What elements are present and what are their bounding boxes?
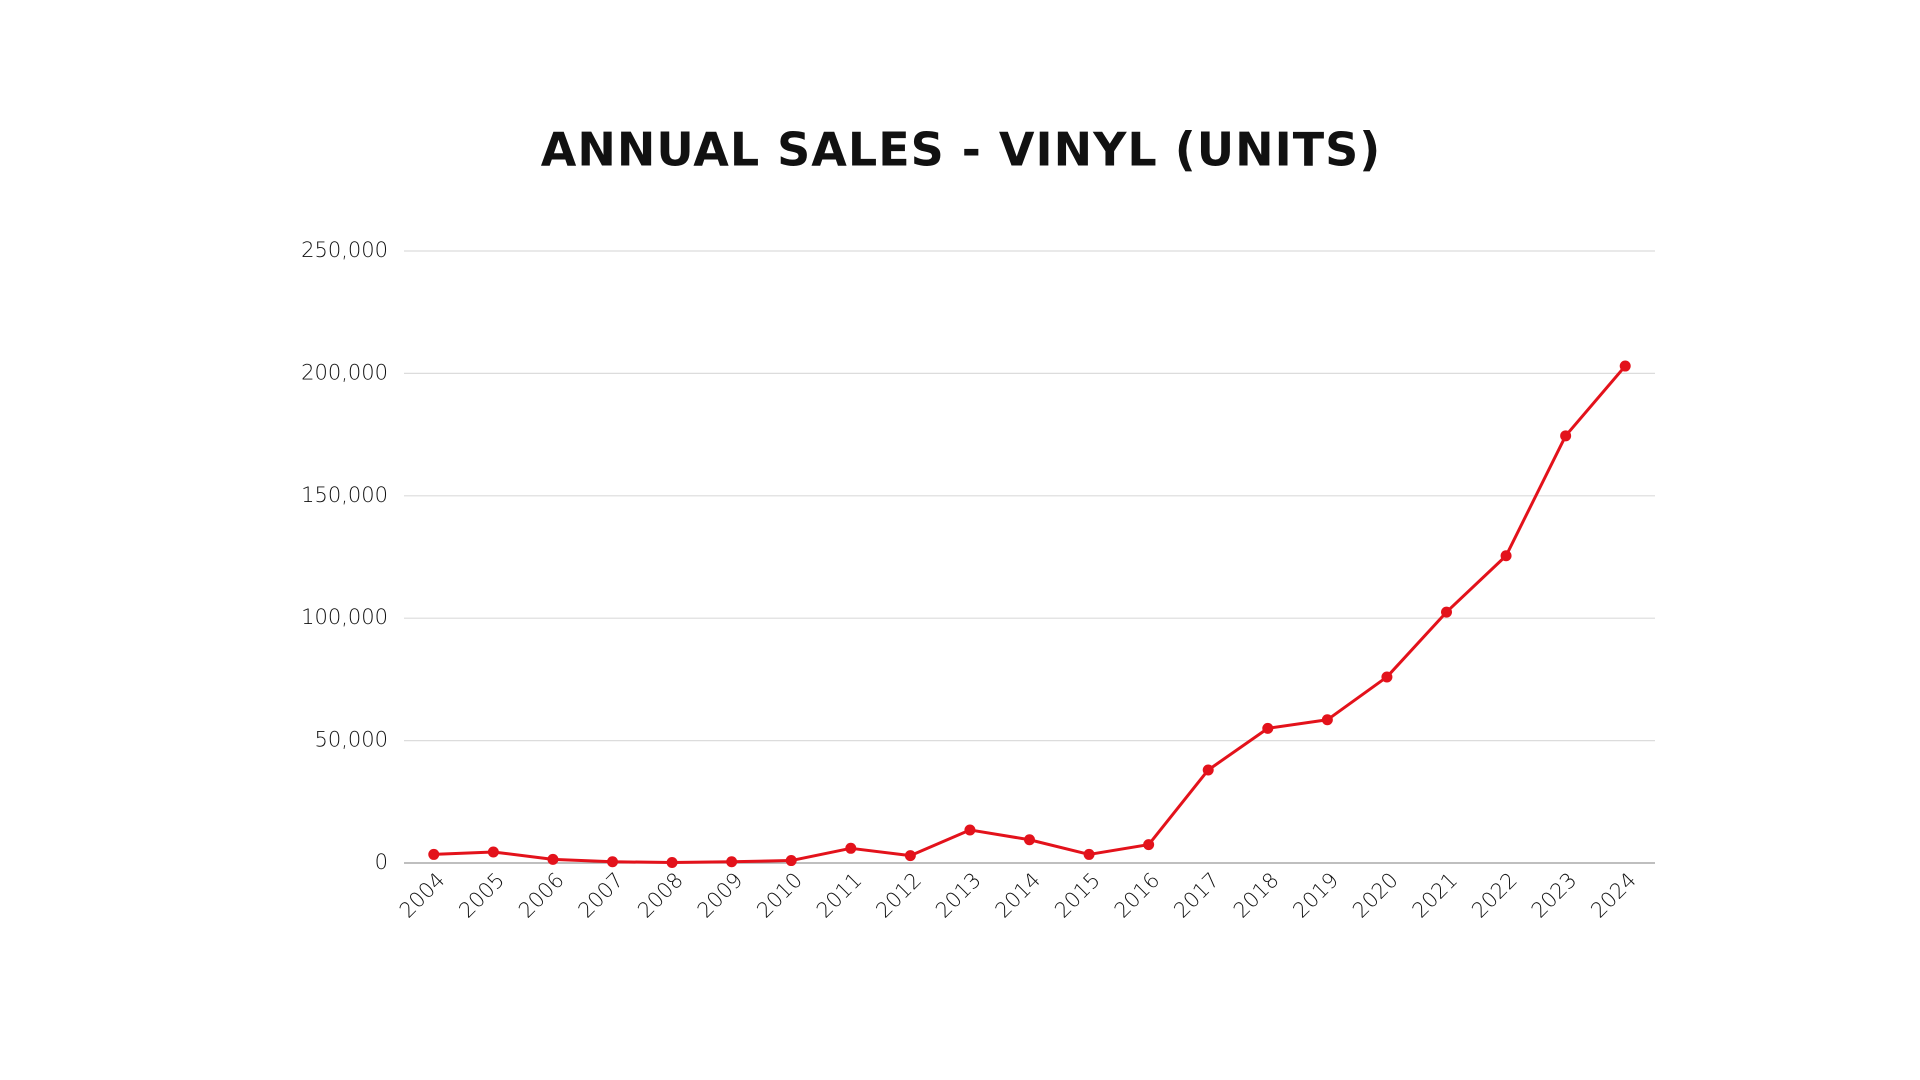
y-tick-label: 100,000 <box>301 605 388 629</box>
x-tick-label: 2016 <box>1110 868 1165 923</box>
x-tick-label: 2021 <box>1408 868 1463 923</box>
x-tick-label: 2012 <box>871 868 926 923</box>
point <box>1619 360 1631 372</box>
y-tick-label: 0 <box>375 850 388 874</box>
point <box>547 853 559 865</box>
x-tick-label: 2006 <box>514 868 569 923</box>
x-tick-label: 2024 <box>1586 868 1641 923</box>
y-tick-label: 200,000 <box>301 360 388 384</box>
point <box>1202 764 1214 776</box>
point <box>666 857 678 869</box>
x-tick-label: 2015 <box>1050 868 1105 923</box>
x-tick-label: 2013 <box>931 868 986 923</box>
x-tick-label: 2004 <box>395 868 450 923</box>
point <box>1083 848 1095 860</box>
x-tick-label: 2005 <box>454 868 509 923</box>
point <box>1381 671 1393 683</box>
x-tick-label: 2011 <box>812 868 867 923</box>
point <box>1262 722 1274 734</box>
point <box>845 842 857 854</box>
x-tick-label: 2020 <box>1348 868 1403 923</box>
x-tick-label: 2017 <box>1169 868 1224 923</box>
point <box>1143 839 1155 851</box>
point <box>1024 834 1035 846</box>
x-tick-label: 2018 <box>1229 868 1284 923</box>
x-tick-label: 2010 <box>752 868 807 923</box>
point <box>1500 550 1512 562</box>
x-tick-label: 2009 <box>693 868 748 923</box>
y-tick-label: 50,000 <box>315 728 388 752</box>
point <box>607 856 618 868</box>
chart-title: ANNUAL SALES - VINYL (UNITS) <box>541 123 1382 177</box>
x-tick-label: 2007 <box>574 868 629 923</box>
point <box>904 850 916 862</box>
point <box>487 846 499 858</box>
x-tick-label: 2022 <box>1467 868 1522 923</box>
x-tick-label: 2008 <box>633 868 688 923</box>
x-tick-label: 2019 <box>1288 868 1343 923</box>
point <box>1441 606 1452 618</box>
point <box>726 856 738 868</box>
y-tick-label: 150,000 <box>301 483 388 507</box>
y-tick-label: 250,000 <box>301 238 388 262</box>
x-tick-label: 2014 <box>991 868 1046 923</box>
point <box>1560 430 1572 442</box>
point <box>1321 714 1333 726</box>
point <box>964 824 976 836</box>
point <box>785 855 797 867</box>
x-tick-label: 2023 <box>1527 868 1582 923</box>
point <box>428 848 440 860</box>
